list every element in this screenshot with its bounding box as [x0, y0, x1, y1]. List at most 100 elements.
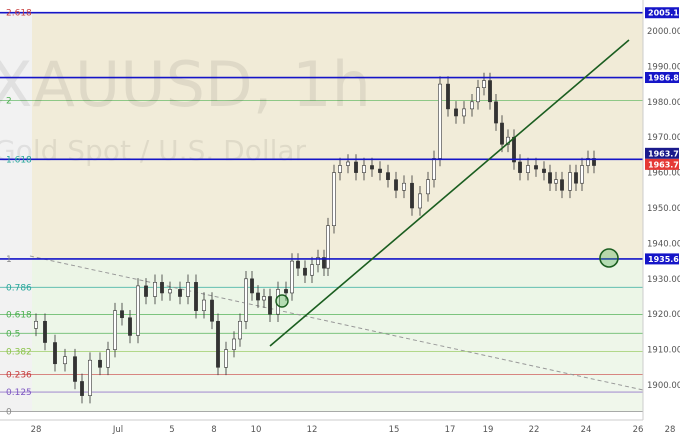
fib-zone [32, 333, 643, 352]
fib-label: 0 [6, 408, 12, 418]
candle-body [482, 80, 486, 88]
fib-zone [32, 351, 643, 375]
price-tick-label: 1980.00 [647, 98, 680, 108]
candle-body [160, 282, 164, 294]
date-tick-label: 28 [665, 425, 676, 435]
price-badges: 2005.16 1986.86 1935.62 1963.75 1963.74 [645, 7, 680, 265]
price-badge-label: 1963.74 [648, 160, 680, 169]
candle-body [210, 299, 214, 322]
candle-body [402, 182, 406, 191]
price-tick-label: 1950.00 [647, 204, 680, 214]
fib-label: 2 [6, 96, 12, 106]
candle-body [542, 168, 546, 173]
date-tick-label: 8 [211, 425, 216, 435]
candle-body [394, 179, 398, 191]
fib-zone [32, 392, 643, 412]
price-tick-label: 1960.00 [647, 169, 680, 179]
candle-body [580, 165, 584, 184]
horizontal-levels[interactable] [0, 11, 643, 260]
candle-body [534, 165, 538, 170]
fib-zone [32, 258, 643, 288]
date-axis[interactable]: 28 Jul 5 8 10 12 15 17 19 22 24 26 28 [31, 425, 676, 435]
fib-zone [32, 287, 643, 315]
uptrend-line[interactable] [269, 39, 630, 347]
candle-body [378, 168, 382, 173]
candle-body [554, 179, 558, 184]
candle-body [136, 285, 140, 336]
price-ticks: 2000.00 1990.00 1980.00 1970.00 1960.00 1950.… [647, 27, 680, 391]
fib-labels: 2.618 2 1.618 1 0.786 0.618 0.5 0.382 0.236 0.125… [6, 9, 32, 418]
date-tick-label: 10 [251, 425, 262, 435]
candle-body [238, 320, 242, 340]
candle-body [194, 282, 198, 311]
candle-body [518, 161, 522, 173]
date-tick-label: 28 [31, 425, 42, 435]
fib-label: 1 [6, 255, 12, 265]
date-tick-label: 5 [169, 425, 174, 435]
candle-body [586, 158, 590, 166]
candle-body [446, 83, 450, 110]
fib-label: 0.236 [6, 370, 32, 380]
candle-body [548, 172, 552, 184]
date-tick-label: 12 [307, 425, 318, 435]
price-tick-label: 1940.00 [647, 239, 680, 249]
fib-zone [32, 100, 643, 160]
price-badge-label: 1935.62 [648, 255, 680, 264]
candle-body [106, 349, 110, 368]
candle-body [512, 136, 516, 163]
candle-body [574, 172, 578, 184]
price-tick-label: 2000.00 [647, 27, 680, 37]
candle-body [216, 320, 220, 368]
price-badge [645, 7, 679, 19]
candle-body [316, 257, 320, 265]
candle-body [526, 165, 530, 173]
fib-zone [32, 374, 643, 393]
target-circle[interactable] [599, 248, 619, 268]
candle-body [43, 320, 47, 343]
candle-body [476, 87, 480, 103]
candle-body [186, 282, 190, 297]
symbol-watermark: XAUUSD, 1h [0, 48, 371, 121]
candle-body [80, 381, 84, 396]
date-tick-label: Jul [112, 425, 123, 435]
candlestick-series [34, 72, 596, 404]
candle-body [592, 158, 596, 166]
touch-circle[interactable] [275, 294, 289, 308]
fib-label: 0.5 [6, 329, 20, 339]
candle-body [262, 296, 266, 301]
candle-body [232, 338, 236, 350]
date-tick-label: 19 [483, 425, 494, 435]
candle-body [500, 122, 504, 145]
price-tick-label: 1990.00 [647, 62, 680, 72]
fib-zone [32, 12, 643, 101]
fib-label: 0.382 [6, 347, 32, 357]
candle-body [128, 317, 132, 336]
candle-body [418, 193, 422, 209]
candle-body [168, 289, 172, 294]
candle-body [256, 292, 260, 301]
date-tick-label: 17 [445, 425, 456, 435]
candle-body [88, 359, 92, 396]
candle-body [113, 310, 117, 350]
price-badge-label: 1986.86 [648, 74, 680, 83]
price-tick-label: 1970.00 [647, 133, 680, 143]
price-tick-label: 1920.00 [647, 310, 680, 320]
fib-label: 0.618 [6, 311, 32, 321]
candle-body [63, 356, 67, 365]
price-badge-label: 1963.75 [648, 149, 680, 158]
fib-label: 0.786 [6, 283, 32, 293]
candle-body [73, 356, 77, 382]
candle-body [410, 182, 414, 209]
description-watermark: Gold Spot / U.S. Dollar [0, 134, 307, 167]
candle-body [310, 264, 314, 276]
fib-zones [0, 12, 643, 412]
candle-body [494, 101, 498, 124]
candle-body [250, 278, 254, 294]
candle-body [296, 260, 300, 269]
fib-label: 0.125 [6, 388, 32, 398]
candle-body [224, 349, 228, 368]
candle-body [153, 282, 157, 297]
fib-zone [32, 159, 643, 259]
candle-body [53, 342, 57, 365]
